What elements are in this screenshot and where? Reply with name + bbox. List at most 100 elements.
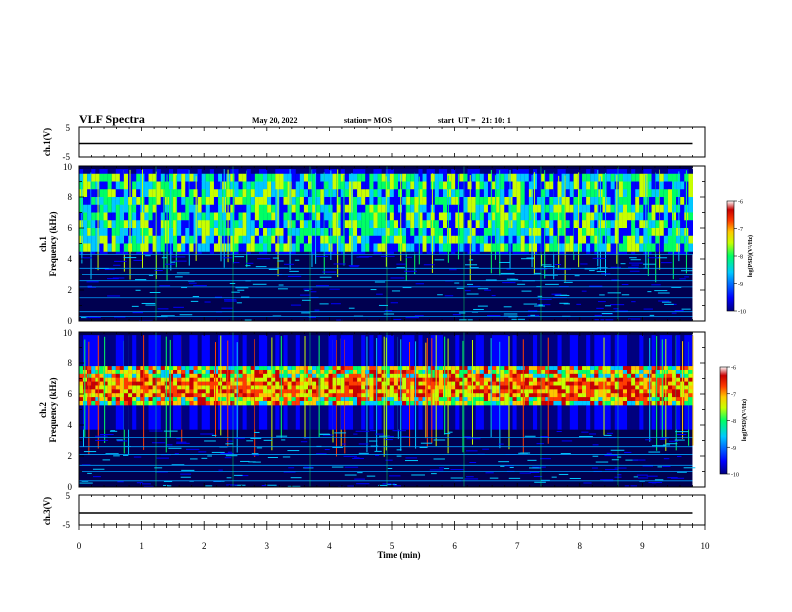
start-ut-label: start UT = 21: 10: 1 [438,116,511,125]
spectrogram-noise [648,451,661,453]
spectrogram-cell [622,189,628,198]
spectrogram-cell [303,369,309,375]
spectrogram-cell [242,235,248,244]
spectrogram-cell [492,204,497,213]
spectrogram-cell [672,385,677,390]
spectrogram-noise [303,288,313,290]
spectrogram-cell [553,369,559,375]
spectrogram-cell [561,212,567,221]
spectrogram-cell [622,400,628,406]
spectrogram-cell [508,373,514,379]
spectrogram-cell [209,197,215,206]
spectrogram-cell [357,369,362,375]
spectrogram-cell [336,381,342,386]
spectrogram-cell [639,366,644,371]
spectrogram-cell [414,393,419,398]
spectrogram-cell [324,189,329,198]
spectrogram-cell [373,243,379,252]
spectrogram-cell [647,220,653,229]
spectrogram-cell [348,197,354,206]
spectrogram-cell [336,220,342,229]
spectrogram-cell [340,369,346,375]
spectrogram-cell [541,189,546,198]
spectrogram-cell [442,243,448,252]
spectrogram-cell [344,369,350,375]
ch2-colorbar-ticks: -6-7-8-9-10 [727,366,739,479]
spectrogram-cell [213,212,219,221]
spectrogram-cell [123,189,129,198]
spectrogram-cell [520,243,526,252]
spectrogram-streak [366,336,368,453]
spectrogram-cell [520,173,526,182]
spectrogram-cell [312,389,317,394]
spectrogram-cell [230,212,235,221]
spectrogram-noise [419,446,428,448]
spectrogram-cell [152,373,158,379]
spectrogram-cell [442,235,448,244]
spectrogram-cell [271,228,276,237]
spectrogram-cell [119,369,125,375]
spectrogram-noise [390,302,398,304]
spectrogram-cell [655,389,661,394]
spectrogram-cell [426,243,432,252]
spectrogram-noise [283,471,296,473]
spectrogram-cell [222,373,227,379]
spectrogram-noise [599,294,605,296]
spectrogram-cell [353,373,358,379]
spectrogram-cell [528,385,534,390]
spectrogram-cell [357,385,362,390]
spectrogram-cell [193,385,199,390]
spectrogram-cell [426,235,432,244]
ch1-voltage-ylabel: ch.1(V) [42,128,52,156]
spectrogram-cell [532,385,538,390]
spectrogram-cell [353,369,358,375]
spectrogram-cell [688,389,693,394]
spectrogram-cell [246,181,252,190]
spectrogram-cell [287,385,293,390]
spectrogram-noise [276,435,288,437]
spectrogram-cell [402,397,407,402]
spectrogram-cell [402,235,407,244]
spectrogram-cell [312,189,317,198]
spectrogram-noise [221,307,233,309]
spectrogram-cell [79,393,84,398]
spectrogram-cell [414,369,419,375]
spectrogram-cell [594,366,599,371]
spectrogram-cell [586,243,591,252]
spectrogram-cell [132,373,137,379]
spectrogram-cell [357,235,362,244]
spectrogram-cell [132,389,137,394]
spectrogram-noise [170,261,176,263]
spectrogram-cell [340,377,346,383]
spectrogram-cell [295,366,301,371]
spectrogram-cell [177,197,182,206]
spectrogram-cell [365,212,370,221]
spectrogram-noise [401,436,410,438]
spectrogram-cell [91,397,96,402]
spectrogram-cell [672,220,677,229]
spectrogram-cell [606,400,612,406]
spectrogram-noise [643,263,656,265]
spectrogram-cell [332,189,338,198]
spectrogram-cell [111,377,117,383]
spectrogram-cell [598,373,604,379]
spectrogram-cell [320,373,325,379]
spectrogram-cell [148,189,154,198]
spectrogram-cell [312,366,317,371]
spectrogram-cell [140,377,145,383]
spectrogram-cell [181,197,186,206]
spectrogram-cell [508,235,514,244]
spectrogram-cell [553,243,559,252]
spectrogram-cell [438,393,444,398]
spectrogram-cell [205,189,211,198]
spectrogram-cell [332,220,338,229]
spectrogram-cell [99,389,105,394]
spectrogram-cell [442,397,448,402]
spectrogram-cell [487,173,493,182]
spectrogram-cell [524,381,530,386]
spectrogram-cell [553,373,559,379]
spectrogram-cell [569,373,575,379]
spectrogram-cell [569,366,575,371]
spectrogram-cell [115,381,121,386]
spectrogram-cell [389,393,395,398]
